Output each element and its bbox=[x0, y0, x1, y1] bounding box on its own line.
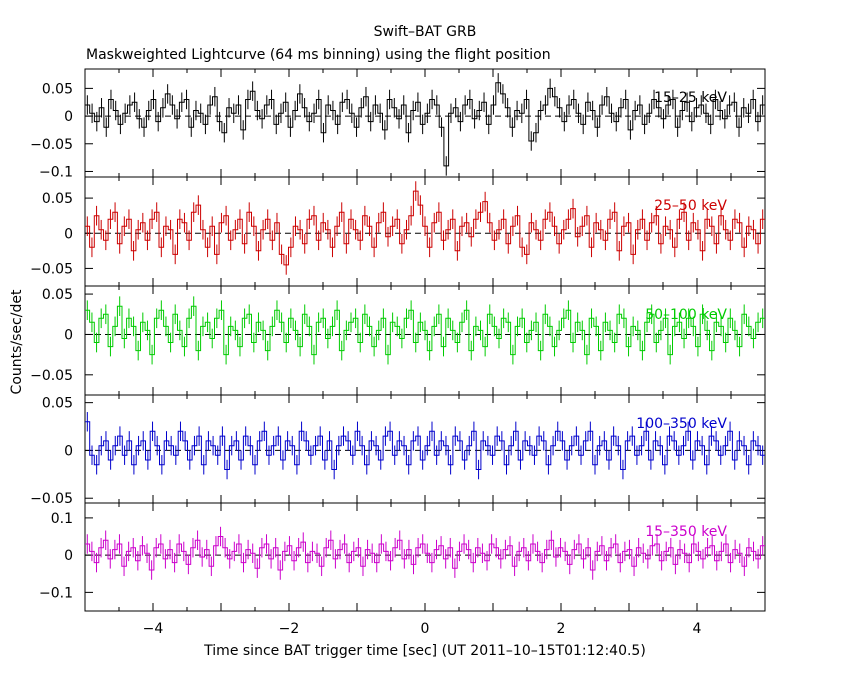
series-line bbox=[85, 536, 765, 571]
x-tick-label: 2 bbox=[557, 621, 566, 637]
y-tick-label: 0 bbox=[64, 443, 73, 459]
y-tick-label: 0.05 bbox=[42, 287, 73, 303]
y-tick-label: −0.05 bbox=[30, 491, 73, 507]
x-axis-label: Time since BAT trigger time [sec] (UT 20… bbox=[203, 643, 646, 659]
series-label: 25–50 keV bbox=[654, 198, 727, 214]
series-line bbox=[85, 421, 765, 470]
y-tick-label: 0 bbox=[64, 548, 73, 564]
x-tick-label: 0 bbox=[421, 621, 430, 637]
y-tick-label: 0 bbox=[64, 226, 73, 242]
series-line bbox=[85, 190, 765, 266]
y-tick-label: 0.05 bbox=[42, 396, 73, 412]
series-label: 15–350 keV bbox=[645, 524, 727, 540]
y-tick-label: −0.05 bbox=[30, 137, 73, 153]
y-tick-label: −0.1 bbox=[39, 164, 73, 180]
series-line bbox=[85, 82, 765, 167]
y-tick-label: 0 bbox=[64, 327, 73, 343]
y-tick-label: 0 bbox=[64, 109, 73, 125]
y-tick-label: −0.05 bbox=[30, 261, 73, 277]
panels-group: 0.05 0 −0.05 −0.1 15–25 keV 0.05 0 −0.05 25–50 k… bbox=[30, 68, 766, 637]
y-tick-label: −0.05 bbox=[30, 368, 73, 384]
series-label: 100–350 keV bbox=[636, 416, 727, 432]
series-label: 50–100 keV bbox=[645, 307, 727, 323]
x-tick-label: −4 bbox=[143, 621, 164, 637]
chart-title: Swift–BAT GRB bbox=[374, 24, 477, 40]
chart-subtitle: Maskweighted Lightcurve (64 ms binning) … bbox=[86, 47, 551, 63]
x-tick-label: 4 bbox=[693, 621, 702, 637]
panel-frame bbox=[84, 502, 766, 612]
y-tick-label: 0.1 bbox=[51, 511, 73, 527]
series-label: 15–25 keV bbox=[654, 90, 727, 106]
y-tick-label: 0.05 bbox=[42, 81, 73, 97]
x-tick-label: −2 bbox=[279, 621, 300, 637]
y-axis-label: Counts/sec/det bbox=[9, 289, 25, 394]
y-tick-label: 0.05 bbox=[42, 191, 73, 207]
y-tick-label: −0.1 bbox=[39, 585, 73, 601]
series-line bbox=[85, 305, 765, 356]
